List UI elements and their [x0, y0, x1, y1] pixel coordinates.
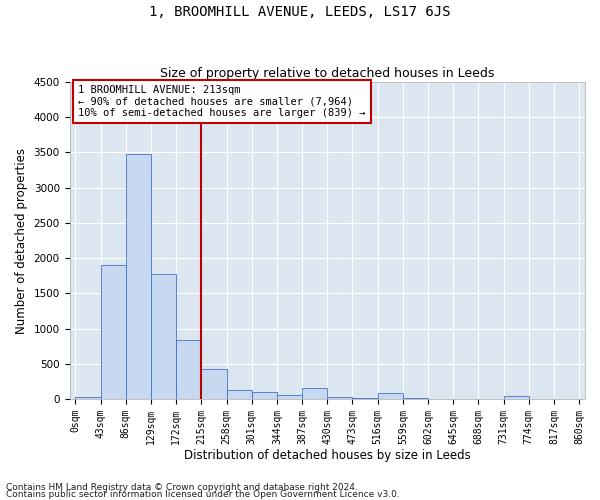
Bar — [76, 397, 101, 399]
Title: Size of property relative to detached houses in Leeds: Size of property relative to detached ho… — [160, 66, 494, 80]
Y-axis label: Number of detached properties: Number of detached properties — [15, 148, 28, 334]
Bar — [277, 395, 302, 399]
Bar — [126, 154, 151, 399]
Bar — [302, 388, 327, 399]
Text: Contains HM Land Registry data © Crown copyright and database right 2024.: Contains HM Land Registry data © Crown c… — [6, 484, 358, 492]
Bar — [227, 390, 252, 399]
Text: 1, BROOMHILL AVENUE, LEEDS, LS17 6JS: 1, BROOMHILL AVENUE, LEEDS, LS17 6JS — [149, 5, 451, 19]
X-axis label: Distribution of detached houses by size in Leeds: Distribution of detached houses by size … — [184, 450, 470, 462]
Bar — [403, 398, 428, 399]
Bar — [176, 340, 202, 399]
Bar — [352, 398, 377, 399]
Bar — [377, 392, 403, 399]
Bar — [252, 392, 277, 399]
Bar — [101, 265, 126, 399]
Bar — [327, 396, 352, 399]
Bar — [202, 368, 227, 399]
Bar — [503, 396, 529, 399]
Text: 1 BROOMHILL AVENUE: 213sqm
← 90% of detached houses are smaller (7,964)
10% of s: 1 BROOMHILL AVENUE: 213sqm ← 90% of deta… — [79, 85, 366, 118]
Bar — [151, 274, 176, 399]
Text: Contains public sector information licensed under the Open Government Licence v3: Contains public sector information licen… — [6, 490, 400, 499]
